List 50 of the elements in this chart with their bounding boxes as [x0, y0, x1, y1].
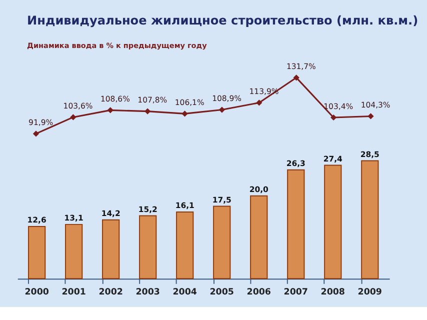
x-tick-label: 2003: [136, 288, 160, 298]
data-label: 104,3%: [360, 100, 390, 110]
x-tick-label: 2009: [358, 288, 382, 298]
data-label: 103,6%: [63, 102, 93, 111]
data-label: 26,3: [286, 158, 306, 168]
point: [293, 74, 300, 81]
bar: [28, 226, 46, 280]
x-tick-label: 2004: [172, 288, 197, 298]
bar: [139, 215, 157, 280]
data-label: 12,6: [27, 216, 46, 225]
bar: [250, 195, 268, 280]
data-label: 103,4%: [324, 102, 354, 111]
x-tick-label: 2008: [320, 288, 345, 298]
data-label: 16,1: [175, 201, 194, 210]
bar: [361, 160, 379, 280]
bar: [65, 224, 83, 280]
point: [107, 107, 114, 114]
data-label: 106,1%: [174, 98, 204, 108]
data-label: 27,4: [323, 154, 344, 164]
x-tick-label: 2007: [284, 288, 308, 298]
x-tick-label: 2002: [98, 288, 123, 298]
x-tick-label: 2000: [24, 288, 49, 298]
data-label: 108,6%: [100, 94, 130, 104]
bar: [102, 219, 120, 280]
data-label: 17,5: [212, 195, 232, 204]
x-tick-label: 2006: [246, 288, 271, 298]
data-label: 107,8%: [138, 96, 168, 105]
data-label: 14,2: [101, 209, 120, 218]
bar: [324, 164, 342, 280]
x-tick-label: 2001: [62, 288, 86, 298]
bar: [213, 206, 231, 280]
x-tick-label: 2005: [210, 288, 234, 298]
chart-title: Индивидуальное жилищное строительство (млн. кв.м.): [27, 14, 418, 28]
bar: [287, 169, 305, 280]
point: [144, 108, 151, 114]
point: [182, 110, 188, 117]
point: [368, 113, 374, 120]
point: [218, 106, 226, 113]
data-label: 91,9%: [28, 118, 54, 127]
bar: [176, 212, 194, 280]
point: [70, 114, 76, 120]
data-label: 15,2: [138, 204, 158, 214]
point: [32, 130, 40, 137]
data-label: 20,0: [249, 185, 268, 194]
data-label: 28,5: [360, 150, 380, 159]
data-label: 108,9%: [212, 94, 242, 104]
data-label: 13,1: [64, 214, 84, 223]
data-label: 131,7%: [286, 62, 316, 71]
point: [256, 100, 262, 106]
point: [330, 114, 337, 121]
